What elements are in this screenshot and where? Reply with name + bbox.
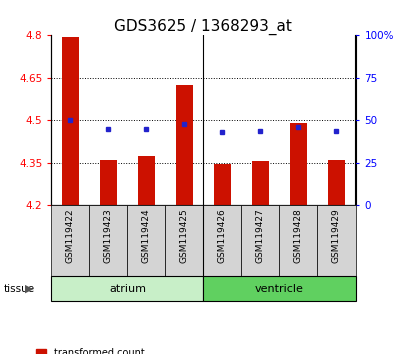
Text: GSM119428: GSM119428: [294, 208, 303, 263]
Bar: [241, 205, 279, 276]
Bar: [214, 164, 231, 205]
Text: GSM119423: GSM119423: [104, 208, 113, 263]
Bar: [127, 205, 166, 276]
Bar: [138, 156, 155, 205]
Text: GSM119429: GSM119429: [332, 208, 341, 263]
Legend: transformed count, percentile rank within the sample: transformed count, percentile rank withi…: [36, 348, 219, 354]
Bar: [203, 276, 356, 301]
Text: atrium: atrium: [109, 284, 146, 293]
Text: GSM119426: GSM119426: [218, 208, 227, 263]
Bar: [318, 205, 356, 276]
Bar: [279, 205, 318, 276]
Bar: [176, 85, 193, 205]
Bar: [62, 37, 79, 205]
Text: GSM119425: GSM119425: [180, 208, 189, 263]
Text: tissue: tissue: [4, 284, 35, 293]
Title: GDS3625 / 1368293_at: GDS3625 / 1368293_at: [115, 19, 292, 35]
Bar: [328, 160, 345, 205]
Bar: [89, 205, 127, 276]
Bar: [100, 160, 117, 205]
Bar: [203, 205, 241, 276]
Bar: [51, 205, 89, 276]
Bar: [252, 161, 269, 205]
Text: ventricle: ventricle: [255, 284, 304, 293]
Bar: [290, 123, 307, 205]
Text: GSM119424: GSM119424: [142, 208, 151, 263]
Text: GSM119422: GSM119422: [66, 208, 75, 263]
Bar: [166, 205, 203, 276]
Text: ▶: ▶: [25, 284, 34, 293]
Bar: [51, 276, 203, 301]
Text: GSM119427: GSM119427: [256, 208, 265, 263]
